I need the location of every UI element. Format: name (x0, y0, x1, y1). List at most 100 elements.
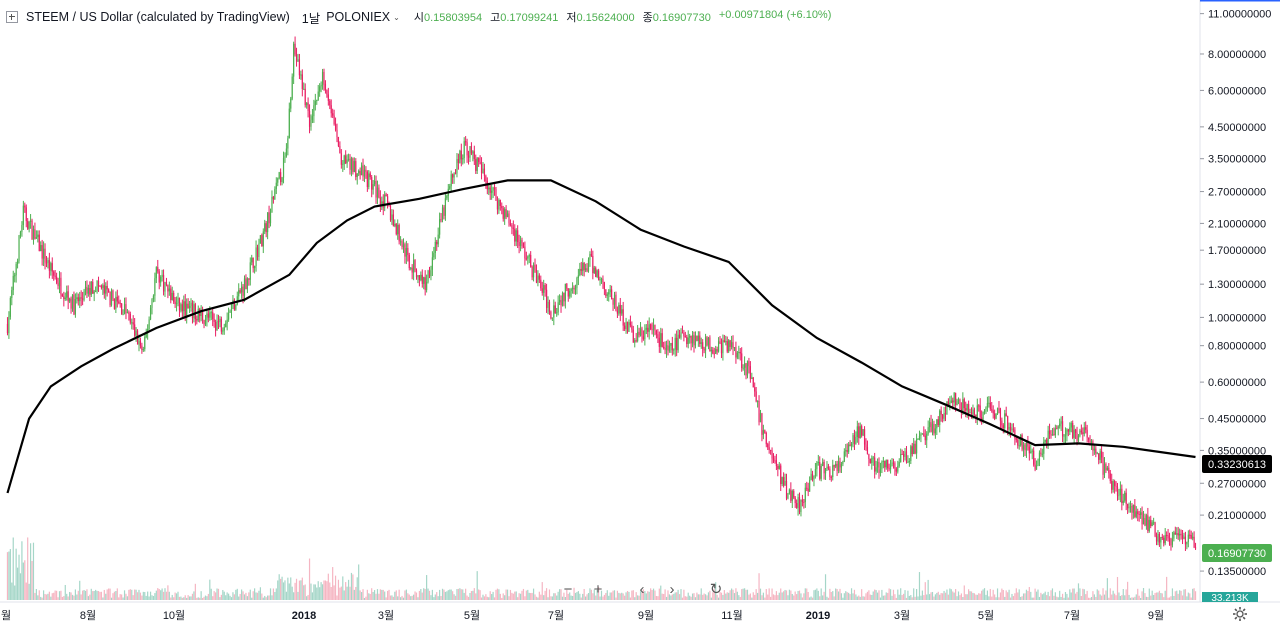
chevron-down-icon[interactable]: ⌄ (393, 12, 400, 22)
volume-bar (147, 591, 149, 600)
candle-body (654, 324, 656, 331)
volume-bar (173, 597, 175, 600)
expand-legend-icon[interactable] (6, 11, 18, 23)
zoom-in-button[interactable]: + (586, 578, 610, 600)
candle-body (210, 312, 212, 314)
candle-body (63, 296, 65, 300)
time-tick-label: 7월 (548, 609, 564, 622)
candle-body (502, 208, 504, 219)
volume-bar (717, 597, 720, 600)
volume-bar (943, 590, 945, 600)
candle-body (871, 458, 873, 463)
volume-bar (303, 585, 305, 600)
candle-body (1192, 536, 1194, 539)
volume-bar (499, 593, 501, 600)
volume-bar (384, 591, 386, 600)
candle-body (1076, 433, 1078, 441)
volume-bar (652, 588, 655, 600)
reset-chart-button[interactable]: ↻ (704, 578, 728, 600)
high-value: 고0.17099241 (490, 12, 559, 24)
candle-body (1183, 536, 1185, 539)
candle-body (339, 146, 341, 154)
volume-bar (177, 591, 179, 600)
candle-body (645, 327, 647, 330)
candle-body (1086, 429, 1088, 438)
candle-body (230, 303, 233, 311)
price-tick-label: 2.70000000 (1208, 187, 1266, 199)
volume-bar (660, 585, 662, 600)
interval-label[interactable]: 1날 (301, 11, 321, 26)
candle-body (125, 304, 127, 313)
volume-bar (785, 590, 788, 600)
settings-gear-icon[interactable] (1232, 606, 1248, 622)
candle-body (937, 419, 939, 426)
candle-body (255, 247, 257, 266)
candle-body (313, 105, 315, 117)
candle-body (307, 102, 309, 111)
volume-bar (955, 589, 957, 600)
volume-bar (1082, 588, 1084, 600)
candle-body (365, 169, 367, 172)
price-axis[interactable]: 11.000000008.000000006.000000004.5000000… (1200, 9, 1271, 578)
volume-bar (135, 589, 137, 600)
candle-body (14, 275, 16, 277)
volume-bar (444, 591, 447, 600)
time-tick-label: 9월 (1148, 609, 1164, 622)
candle-body (898, 462, 900, 466)
candle-body (1089, 439, 1091, 443)
volume-bar (1057, 597, 1059, 600)
candle-body (277, 178, 279, 183)
time-axis[interactable]: 월 8월 10월 2018 3월 5월 7월 9월 11월 2019 3월 5월 7월 9월 (1, 609, 1164, 622)
volume-bar (332, 567, 334, 600)
volume-bar (22, 562, 24, 600)
candle-body (1012, 428, 1015, 430)
volume-bar (587, 592, 590, 600)
volume-bar (1027, 590, 1029, 600)
candle-body (235, 304, 237, 310)
volume-bar (757, 592, 759, 600)
candle-body (696, 335, 698, 341)
candle-body (466, 142, 468, 156)
volume-bar (349, 586, 351, 600)
candle-body (56, 276, 58, 283)
symbol-name[interactable]: STEEM / US Dollar (calculated by Trading… (26, 10, 290, 24)
volume-bar (90, 588, 92, 600)
exchange-label[interactable]: POLONIEX (326, 10, 391, 24)
volume-bar (479, 590, 481, 600)
volume-bar (225, 595, 227, 600)
candle-body (762, 430, 764, 435)
volume-bar (485, 594, 487, 600)
candle-body (493, 187, 496, 190)
volume-bar (703, 593, 705, 600)
volume-bar (115, 590, 117, 600)
candle-body (837, 461, 840, 471)
candle-body (152, 295, 155, 299)
time-tick-label: 2019 (806, 610, 830, 622)
volume-bar (1124, 595, 1126, 600)
candle-body (404, 244, 406, 257)
volume-bar (421, 592, 423, 600)
volume-bar (248, 592, 250, 600)
volume-bar (99, 591, 101, 600)
candle-body (1157, 534, 1159, 542)
candle-body (434, 241, 436, 254)
volume-bar (618, 592, 620, 600)
scroll-left-button[interactable]: ‹ (630, 578, 654, 600)
volume-bar (1168, 597, 1171, 600)
scroll-right-button[interactable]: › (660, 578, 684, 600)
volume-bar (677, 589, 679, 600)
volume-bar (171, 594, 173, 600)
candle-body (968, 404, 970, 414)
candle-body (716, 349, 718, 352)
volume-bar (638, 595, 640, 600)
candle-body (138, 340, 140, 345)
zoom-out-button[interactable]: − (556, 578, 580, 600)
volume-bar (470, 591, 473, 600)
volume-bar (103, 589, 105, 600)
candle-body (376, 187, 379, 198)
candle-body (615, 294, 617, 311)
candle-body (258, 243, 260, 257)
volume-bar (1161, 593, 1163, 600)
volume-bar (35, 588, 37, 600)
